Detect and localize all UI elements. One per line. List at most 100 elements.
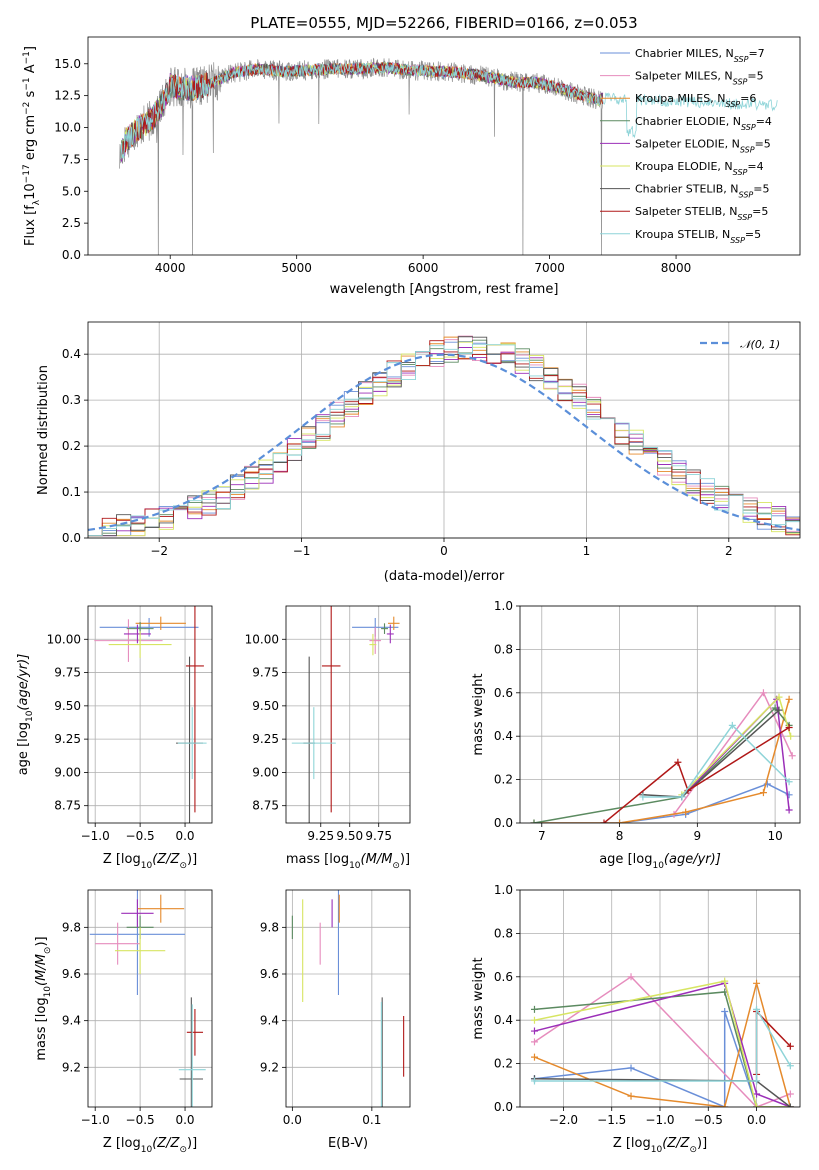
x-tick-label: 10 (767, 829, 782, 843)
y-tick-label: 12.5 (54, 89, 81, 103)
y-tick: 5.0 (62, 184, 88, 198)
axes-frame: 9.25 9.50 9.758.759.009.259.509.7510.00mas… (245, 605, 411, 871)
y-tick-label: 0.0 (62, 248, 81, 262)
x-tick-label: 9.75 (365, 829, 392, 843)
axes-frame: 0.0 0.1 9.2 9.4 9.6 9.8 E(B-V) (260, 889, 411, 1151)
y-tick-label: 0.1 (62, 485, 81, 499)
y-tick: 2.5 (62, 216, 88, 230)
mass-vs-ebv-panel: 0.0 0.1 9.2 9.4 9.6 9.8 E(B-V) (260, 889, 411, 1151)
y-tick: 9.75 (252, 666, 286, 680)
x-tick: 7000 (534, 255, 565, 275)
x-tick-label: 8000 (661, 261, 692, 275)
weight-marker (753, 1077, 761, 1085)
weight-marker (530, 1016, 538, 1024)
legend-label: Salpeter ELODIE, NSSP=5 (635, 137, 771, 154)
weight-marker (787, 732, 795, 740)
y-tick-label: 5.0 (62, 184, 81, 198)
weight-marker (627, 973, 635, 981)
x-tick-label: 1 (583, 544, 591, 558)
legend-label: Salpeter MILES, NSSP=5 (635, 70, 764, 87)
mass-vs-metallicity-panel: −1.0 −0.5 0.0 9.2 9.4 9.6 9.8 Z [log10(Z/Z⊙)] ma… (34, 889, 213, 1155)
x-axis-label: Z [log10(Z/Z⊙)] (103, 1136, 197, 1155)
legend-label: Salpeter STELIB, NSSP=5 (635, 205, 768, 222)
y-tick: 0.2 (494, 773, 520, 787)
x-tick-label: −0.5 (126, 829, 155, 843)
y-tick-label: 9.2 (260, 1060, 279, 1074)
x-tick: −1.0 (645, 1107, 675, 1127)
x-tick: −0.5 (694, 1107, 723, 1127)
y-tick-label: 9.8 (260, 920, 279, 934)
axes-border (285, 889, 411, 1108)
y-tick-label: 8.75 (54, 799, 81, 813)
legend-label: 𝒩(0, 1) (740, 338, 780, 351)
plot-area (291, 606, 400, 823)
weight-marker (678, 793, 686, 801)
y-tick: 9.4 (62, 1014, 88, 1028)
axes-border (285, 605, 411, 824)
y-tick: 0.0 (494, 816, 520, 830)
legend-item: Kroupa ELODIE, NSSP=4 (600, 160, 764, 177)
legend-label: Kroupa ELODIE, NSSP=4 (635, 160, 764, 177)
plot-area (89, 890, 206, 1107)
weight-marker (788, 752, 796, 760)
residuals-panel: −2 −1 0 1 2 0.0 0.1 0.2 0.3 0.4 (data-model)/error… (36, 321, 801, 584)
axes-border (87, 889, 213, 1108)
grid (286, 606, 410, 823)
residual-histogram (88, 343, 800, 536)
axes-frame: −1.0 −0.5 0.0 8.75 9.00 9.25 9.50 9.75 10.00 Z [l… (16, 605, 213, 871)
plot-area (530, 973, 794, 1107)
legend-item: Chabrier MILES, NSSP=7 (600, 47, 765, 64)
x-tick: 2 (725, 538, 733, 558)
error-bar (123, 624, 151, 644)
y-tick: 9.50 (54, 699, 88, 713)
weight-marker (530, 1077, 538, 1085)
weight-marker (530, 1038, 538, 1046)
error-bar (178, 1004, 206, 1107)
x-axis-label: age [log10(age/yr)] (599, 852, 721, 871)
weight-line (642, 724, 790, 798)
y-tick-label: 0.3 (62, 393, 81, 407)
y-tick-label: 1.0 (494, 599, 513, 613)
y-tick-label: 9.8 (62, 920, 81, 934)
legend-item: Chabrier ELODIE, NSSP=4 (600, 115, 772, 131)
massweight-vs-age-panel: 7 8 9 10 0.0 0.2 0.4 0.6 0.8 1.0 age [log10(age/yr… (471, 599, 801, 871)
weight-line (534, 980, 791, 1107)
weight-line (534, 982, 791, 1107)
weight-series (639, 721, 793, 801)
legend-item: Salpeter MILES, NSSP=5 (600, 70, 764, 87)
x-tick: −1.0 (81, 823, 110, 843)
weight-marker (721, 977, 729, 985)
y-tick: 12.5 (54, 89, 88, 103)
y-tick: 7.5 (62, 152, 88, 166)
y-tick-label: 9.50 (252, 699, 279, 713)
x-tick-label: 5000 (281, 261, 312, 275)
legend-label: Chabrier STELIB, NSSP=5 (635, 183, 769, 200)
x-tick: −1 (293, 538, 310, 558)
weight-marker (786, 1103, 794, 1107)
error-bar (387, 616, 400, 630)
weight-marker (627, 1064, 635, 1072)
error-bar (95, 922, 141, 965)
error-bar (137, 894, 185, 923)
x-tick-label: −0.5 (694, 1113, 723, 1127)
axes-frame: 4000 5000 6000 7000 8000 0.0 2.5 5.0 7.5 10.0 12.5… (22, 36, 801, 297)
y-tick-label: 9.4 (62, 1014, 81, 1028)
x-tick: 8000 (661, 255, 692, 275)
error-bar (369, 627, 382, 654)
weight-marker (721, 1103, 729, 1107)
weight-marker (753, 1005, 761, 1013)
weight-marker (786, 1090, 794, 1098)
y-tick: 0.2 (62, 439, 88, 453)
y-tick: 0.4 (494, 1013, 520, 1027)
legend-label: Kroupa STELIB, NSSP=5 (635, 228, 761, 245)
legend-item: Kroupa MILES, NSSP=6 (600, 92, 756, 109)
error-bar (369, 633, 377, 656)
x-tick: 5000 (281, 255, 312, 275)
weight-marker (682, 808, 690, 816)
y-tick: 9.4 (260, 1014, 286, 1028)
x-tick: 0 (440, 538, 448, 558)
y-tick: 1.0 (494, 599, 520, 613)
y-tick-label: 0.0 (494, 816, 513, 830)
weight-line (533, 706, 790, 823)
error-bar (321, 606, 341, 813)
